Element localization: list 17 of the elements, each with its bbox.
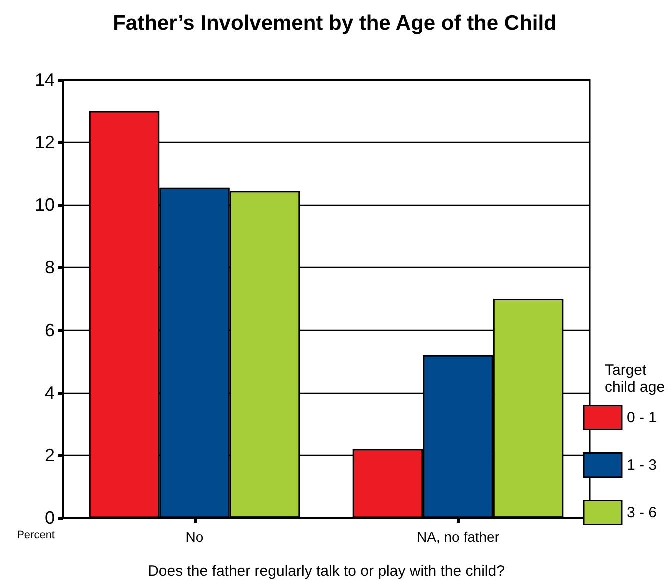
legend-label: 0 - 1 — [626, 409, 657, 426]
chart-title: Father’s Involvement by the Age of the Child — [113, 12, 557, 35]
legend-label: 1 - 3 — [626, 456, 657, 474]
y-tick-label: 4 — [44, 382, 55, 403]
y-tick-label: 0 — [44, 508, 55, 528]
y-tick-label: 8 — [44, 258, 55, 278]
y-tick-label: 10 — [34, 195, 55, 216]
y-tick-label: 12 — [34, 132, 55, 153]
legend-title: Target child age — [605, 362, 666, 396]
y-tick-label: 14 — [34, 70, 55, 90]
x-tick-label: NA, no father — [417, 529, 500, 545]
legend-label: 3 - 6 — [626, 504, 657, 522]
y-tick-label: 2 — [44, 445, 55, 466]
x-axis-title: Does the father regularly talk to or play with the child? — [148, 563, 505, 580]
x-tick-label: No — [186, 529, 204, 545]
y-axis-title: Percent — [17, 530, 55, 542]
y-tick-label: 6 — [44, 320, 55, 340]
